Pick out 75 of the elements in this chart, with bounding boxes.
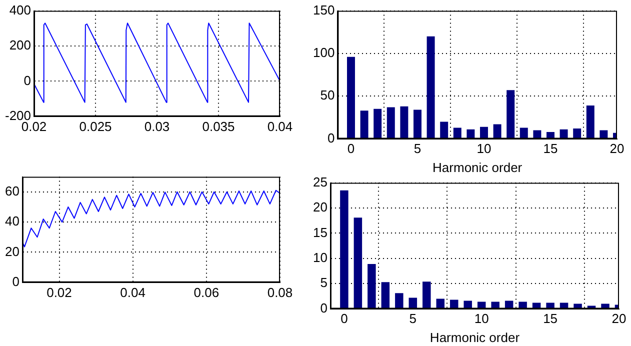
- x-tick-label: 15: [543, 141, 558, 156]
- x-tick-label: 0: [347, 141, 355, 156]
- bar: [340, 190, 348, 308]
- bar: [477, 302, 486, 308]
- bar: [506, 90, 515, 138]
- y-tick-label: 60: [4, 183, 20, 198]
- y-tick-label: 50: [320, 88, 335, 103]
- bar: [504, 300, 514, 308]
- y-tick-label: 200: [9, 38, 32, 53]
- bar: [573, 128, 582, 138]
- y-tick-label: 20: [4, 244, 20, 259]
- bar: [360, 110, 368, 138]
- x-tick-label: 20: [610, 141, 624, 156]
- x-axis-title: Harmonic order: [432, 160, 523, 175]
- x-axis-title: Harmonic order: [430, 330, 520, 345]
- bar: [520, 128, 528, 138]
- bar: [600, 130, 608, 138]
- y-tick-label: 5: [320, 275, 328, 290]
- x-tick-label: 10: [474, 311, 489, 326]
- bar: [560, 129, 568, 138]
- y-tick-label: 40: [4, 214, 20, 229]
- x-tick-label: 0: [340, 311, 348, 326]
- bar: [422, 282, 431, 308]
- bar: [450, 300, 458, 308]
- bar: [436, 298, 444, 308]
- bar: [414, 110, 422, 138]
- y-tick-label: 10: [312, 250, 328, 265]
- bar: [368, 264, 376, 308]
- bar: [546, 132, 554, 138]
- x-tick-label: 0.08: [267, 284, 293, 300]
- x-tick-label: 0.04: [120, 284, 146, 300]
- y-tick-label: 0: [24, 72, 32, 88]
- bar: [518, 302, 527, 308]
- bar: [464, 300, 472, 308]
- y-tick-label: 150: [312, 2, 335, 18]
- bar: [546, 302, 554, 308]
- bar: [347, 56, 355, 138]
- bar: [354, 218, 362, 308]
- y-tick-label: 100: [312, 45, 335, 60]
- bar: [574, 304, 582, 308]
- x-tick-label: 0.06: [194, 284, 220, 300]
- bar: [395, 293, 404, 308]
- bar: [400, 106, 408, 138]
- y-tick-label: 0: [320, 300, 328, 316]
- y-tick-label: 15: [312, 224, 328, 240]
- y-tick-label: 25: [312, 174, 328, 190]
- y-tick-label: -200: [4, 108, 32, 123]
- y-tick-label: 0: [327, 130, 335, 146]
- bar: [381, 282, 390, 308]
- bar: [480, 126, 488, 138]
- bar: [440, 122, 448, 138]
- bar: [408, 298, 418, 308]
- bar: [426, 36, 435, 138]
- x-tick-label: 0.02: [46, 284, 72, 300]
- bar: [386, 107, 395, 138]
- x-tick-label: 5: [409, 311, 417, 326]
- x-tick-label: 15: [543, 311, 558, 326]
- bar: [491, 302, 500, 308]
- bar: [374, 108, 382, 138]
- x-tick-label: 0.025: [79, 118, 112, 134]
- bar: [533, 130, 542, 138]
- x-tick-label: 0.04: [267, 118, 293, 134]
- bar: [453, 128, 462, 138]
- bar: [466, 129, 475, 138]
- y-tick-label: 0: [12, 274, 20, 289]
- y-tick-label: 20: [312, 200, 328, 215]
- y-tick-label: 400: [9, 2, 32, 18]
- x-tick-label: 10: [476, 141, 492, 156]
- x-tick-label: 0.03: [144, 118, 170, 134]
- bar: [601, 304, 610, 308]
- x-tick-label: 5: [414, 141, 422, 156]
- bar: [493, 124, 502, 138]
- x-tick-label: 20: [612, 311, 626, 326]
- x-tick-label: 0.035: [202, 118, 235, 134]
- bar: [586, 106, 594, 138]
